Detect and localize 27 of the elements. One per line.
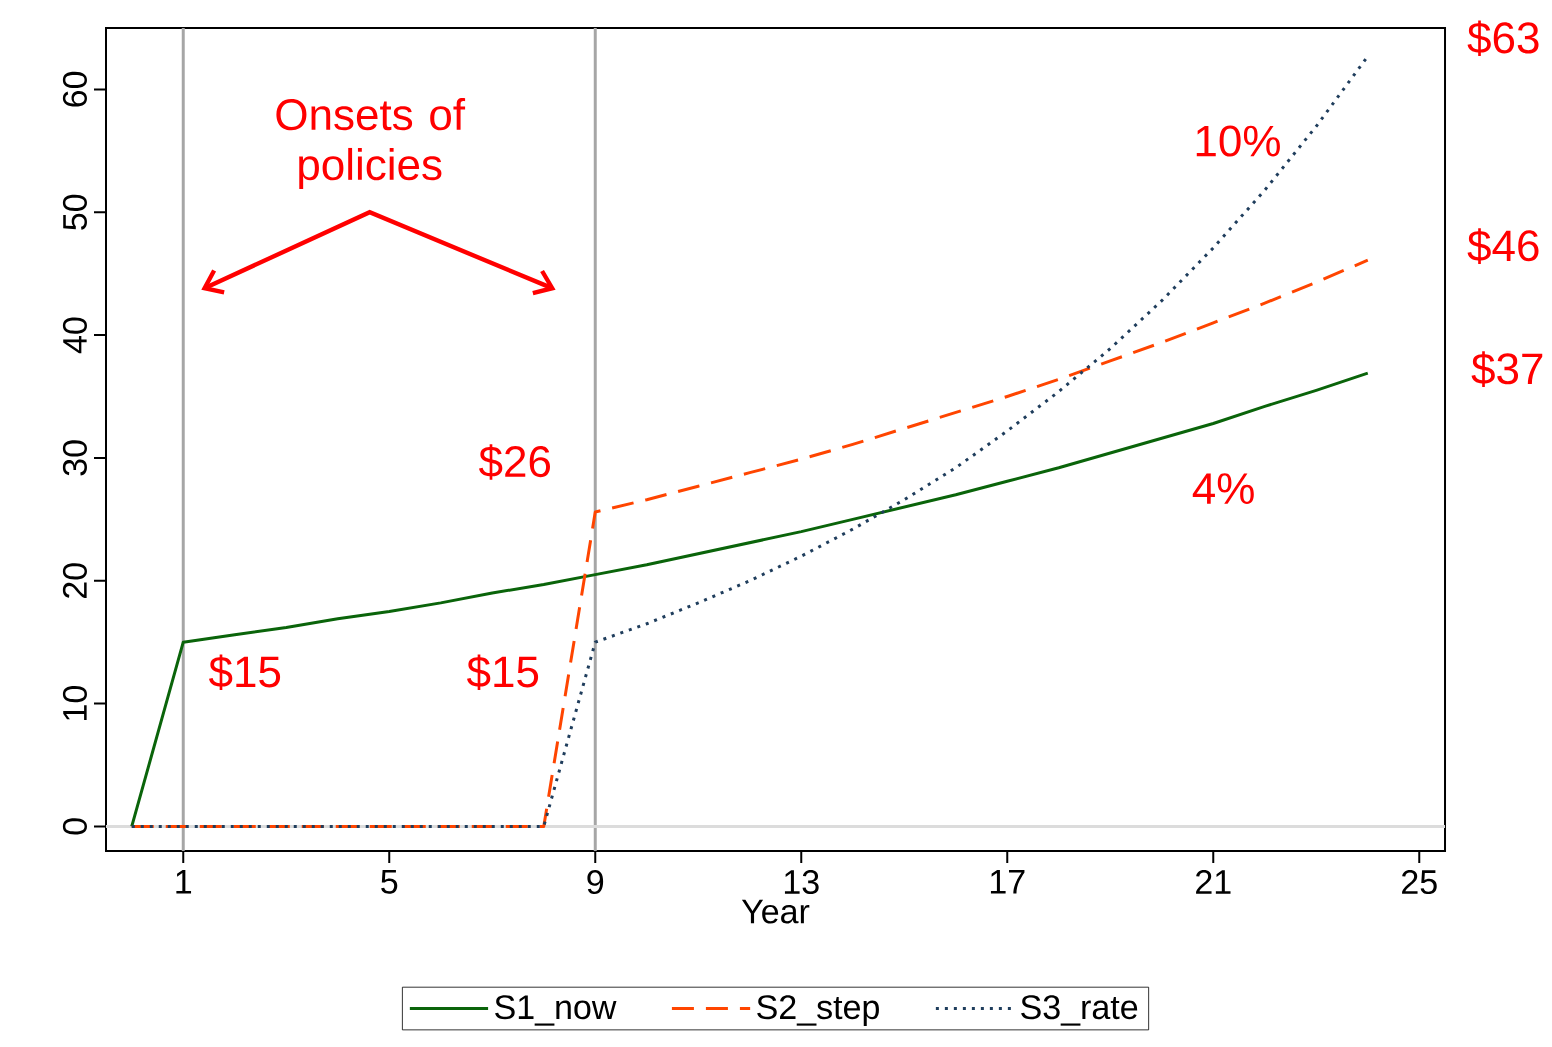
annotation: Onsets of policies [276, 97, 466, 189]
x-tick-label: 21 [1196, 870, 1231, 894]
annotation: $37 [1471, 351, 1543, 387]
annotation: $46 [1467, 228, 1539, 264]
x-tick-label: 13 [784, 870, 819, 895]
y-tick-label: 10 [62, 686, 87, 720]
annotation: 4% [1192, 473, 1254, 505]
y-tick-label: 50 [62, 194, 87, 230]
y-tick-label: 40 [62, 317, 87, 354]
y-tick-label: 30 [62, 440, 87, 476]
x-tick-label: 17 [990, 870, 1025, 894]
legend-label: S1_now [495, 995, 617, 1026]
y-tick-label: 0 [62, 818, 87, 835]
annotation: $15 [209, 654, 281, 690]
annotation: $26 [479, 444, 551, 480]
annotation: $15 [467, 654, 539, 690]
legend-label: S2_step [757, 995, 879, 1026]
x-tick-label: 25 [1402, 870, 1437, 895]
x-axis-title: Year [741, 899, 810, 924]
x-tick-label: 1 [176, 870, 192, 894]
x-tick-label: 9 [587, 870, 604, 895]
y-tick-label: 60 [62, 71, 87, 107]
annotation: $63 [1467, 20, 1539, 57]
legend-label: S3_rate [1021, 995, 1138, 1026]
y-tick-label: 20 [62, 563, 87, 598]
x-tick-label: 5 [381, 870, 398, 894]
annotation: 10% [1196, 125, 1280, 157]
